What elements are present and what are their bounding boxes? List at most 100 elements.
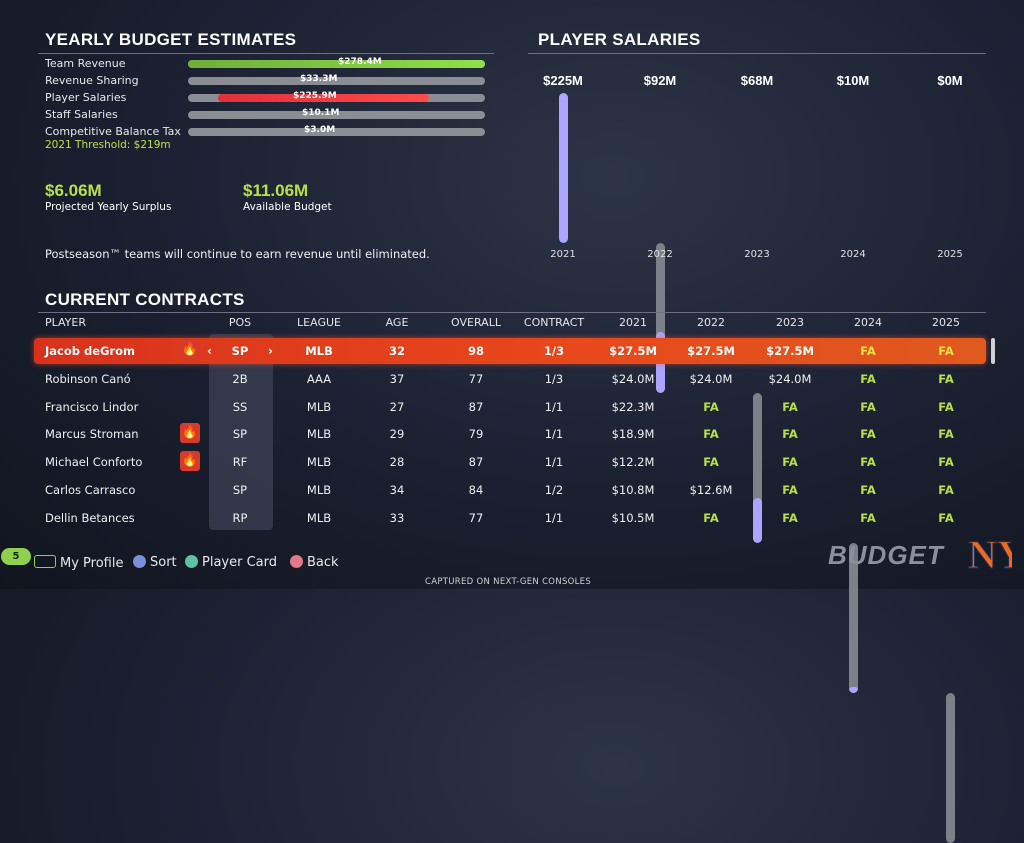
- cell-age: 34: [389, 483, 405, 497]
- column-header[interactable]: 2024: [854, 316, 882, 329]
- column-header[interactable]: OVERALL: [451, 316, 501, 329]
- table-row[interactable]: Francisco Lindor SS MLB 27 87 1/1 $22.3M FA FA FA…: [34, 394, 986, 420]
- cell-salary-2024: FA: [860, 399, 876, 414]
- salary-bar: [753, 393, 762, 543]
- table-row[interactable]: Robinson Canó 2B AAA 37 77 1/3 $24.0M $24.0M $24…: [34, 366, 986, 392]
- cell-salary-2025: FA: [938, 483, 954, 497]
- cross-button-icon: [133, 555, 146, 568]
- column-header[interactable]: PLAYER: [45, 316, 86, 329]
- cell-contract: 1/3: [543, 344, 565, 358]
- cell-overall: 77: [468, 510, 484, 525]
- cell-salary-2024: FA: [860, 483, 876, 497]
- cell-age: 28: [389, 455, 405, 470]
- cell-overall: 84: [468, 483, 484, 497]
- table-row[interactable]: Dellin Betances RP MLB 33 77 1/1 $10.5M FA FA FA F…: [34, 505, 986, 531]
- cell-salary-2021: $10.5M: [611, 510, 655, 525]
- captured-caption: CAPTURED ON NEXT-GEN CONSOLES: [425, 577, 592, 587]
- column-header[interactable]: POS: [228, 316, 252, 329]
- cell-salary-2022: $24.0M: [689, 371, 733, 386]
- player-card-button[interactable]: Player Card: [185, 555, 277, 570]
- table-row[interactable]: Marcus Stroman SP MLB 29 79 1/1 $18.9M FA FA FA FA…: [34, 421, 986, 447]
- cell-contract: 1/1: [544, 510, 564, 525]
- cell-contract: 1/3: [544, 371, 564, 386]
- salary-bar-fill: [753, 498, 762, 543]
- pos-column-highlight: [209, 334, 273, 530]
- cell-salary-2024: FA: [860, 455, 876, 470]
- salary-value: $92M: [643, 73, 677, 88]
- cell-salary-2023: $27.5M: [766, 344, 814, 358]
- table-row-selected[interactable]: Jacob deGrom SP MLB 32 98 1/3 $27.5M $27.5M $27.…: [34, 338, 986, 364]
- cell-salary-2022: $27.5M: [687, 344, 735, 358]
- cell-league: MLB: [306, 399, 332, 414]
- budget-bar-fill: [188, 60, 485, 68]
- cell-age: 37: [389, 371, 405, 386]
- cell-player: Carlos Carrasco: [45, 483, 136, 497]
- table-scrollbar[interactable]: [991, 338, 995, 364]
- budget-bar-value: $33.3M: [300, 74, 338, 84]
- back-button[interactable]: Back: [290, 555, 339, 570]
- cell-pos: 2B: [232, 371, 248, 386]
- cell-salary-2024: FA: [860, 371, 876, 386]
- cell-salary-2023: FA: [782, 399, 798, 414]
- player-card-label: Player Card: [202, 555, 277, 570]
- salary-year: 2024: [840, 249, 866, 260]
- cell-pos: SP: [231, 344, 249, 358]
- column-header[interactable]: 2025: [932, 316, 960, 329]
- svg-text:NY: NY: [968, 532, 1012, 577]
- budget-bar-value: $10.1M: [302, 108, 340, 118]
- salary-year: 2023: [744, 249, 770, 260]
- column-header[interactable]: 2021: [619, 316, 647, 329]
- cell-salary-2022: FA: [703, 455, 719, 470]
- budget-row-label: Team Revenue: [45, 57, 126, 70]
- column-header[interactable]: AGE: [385, 316, 409, 329]
- cell-salary-2024: FA: [860, 344, 876, 358]
- budget-divider: [38, 53, 494, 54]
- salary-value: $0M: [937, 73, 963, 88]
- cell-overall: 87: [468, 455, 484, 470]
- chevron-left-icon[interactable]: ‹: [207, 344, 212, 358]
- budget-bar-value: $3.0M: [304, 125, 336, 135]
- salary-bar-fill: [849, 687, 858, 693]
- cell-salary-2021: $12.2M: [611, 455, 655, 470]
- table-row[interactable]: Michael Conforto RF MLB 28 87 1/1 $12.2M FA FA FA…: [34, 449, 986, 475]
- salary-value: $68M: [740, 73, 774, 88]
- contracts-divider: [38, 312, 986, 313]
- column-header[interactable]: 2023: [776, 316, 804, 329]
- budget-bar: $33.3M: [188, 74, 485, 85]
- budget-bar: $3.0M: [188, 125, 485, 136]
- chevron-right-icon[interactable]: ›: [268, 344, 273, 358]
- cell-overall: 77: [468, 371, 484, 386]
- column-header[interactable]: CONTRACT: [523, 316, 585, 329]
- cell-overall: 79: [468, 427, 484, 442]
- cell-player: Dellin Betances: [45, 510, 135, 525]
- cell-contract: 1/1: [544, 427, 564, 442]
- cell-salary-2021: $10.8M: [611, 483, 655, 497]
- sort-button[interactable]: Sort: [133, 555, 177, 570]
- cell-overall: 87: [468, 399, 484, 414]
- budget-title: YEARLY BUDGET ESTIMATES: [45, 30, 297, 49]
- cell-player: Michael Conforto: [45, 455, 143, 470]
- column-header[interactable]: LEAGUE: [297, 316, 341, 329]
- contracts-title: CURRENT CONTRACTS: [45, 290, 245, 309]
- cell-player: Jacob deGrom: [45, 344, 136, 358]
- my-profile-label: My Profile: [60, 556, 124, 571]
- cell-league: AAA: [306, 371, 332, 386]
- circle-button-icon: [290, 555, 303, 568]
- salary-year: 2021: [550, 249, 576, 260]
- cell-pos: SP: [232, 427, 248, 442]
- cell-age: 27: [389, 399, 405, 414]
- cell-salary-2025: FA: [938, 510, 954, 525]
- cell-contract: 1/1: [544, 455, 564, 470]
- cell-pos: SS: [232, 399, 248, 414]
- salary-value: $10M: [836, 73, 870, 88]
- cell-overall: 98: [467, 344, 485, 358]
- my-profile-button[interactable]: My Profile: [34, 555, 123, 571]
- cell-salary-2023: FA: [782, 483, 798, 497]
- hot-streak-icon: 🔥: [180, 340, 200, 360]
- available-label: Available Budget: [243, 201, 332, 213]
- column-header[interactable]: 2022: [697, 316, 725, 329]
- budget-row-label: Staff Salaries: [45, 108, 118, 121]
- salary-bar: [559, 93, 568, 243]
- table-row[interactable]: Carlos Carrasco SP MLB 34 84 1/2 $10.8M $12.6M F…: [34, 477, 986, 503]
- budget-row-label: Revenue Sharing: [45, 74, 139, 87]
